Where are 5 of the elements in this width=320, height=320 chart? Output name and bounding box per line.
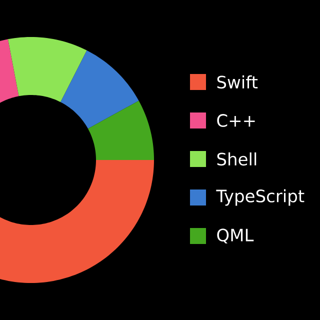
- legend-label: TypeScript: [216, 189, 304, 206]
- legend-label: Swift: [217, 75, 258, 89]
- legend-label: C++: [217, 114, 255, 127]
- legend-label: QML: [217, 228, 254, 244]
- legend-label: Shell: [217, 152, 256, 166]
